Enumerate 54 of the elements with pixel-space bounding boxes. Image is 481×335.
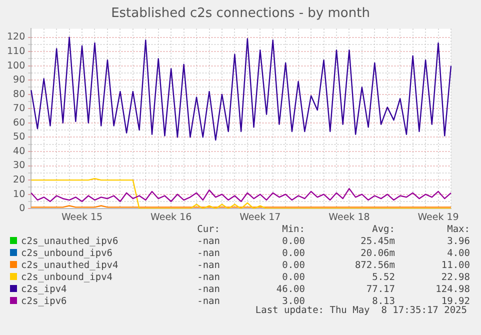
x-tick-label: Week 16 [150,212,192,223]
legend-label: c2s_unbound_ipv4 [20,272,114,284]
text: 4.00 [446,248,470,260]
text: 25.45m [360,236,395,248]
y-tick-label: 10 [13,188,26,200]
y-tick-label: 60 [13,117,26,128]
x-tick-label: Week 15 [61,212,103,223]
text: 0.00 [281,260,305,272]
text: -nan [196,248,220,260]
text: -nan [196,236,220,248]
y-tick-label: 90 [13,74,26,86]
text: -nan [196,296,220,308]
text: -nan [196,284,220,296]
text: Min: [281,224,305,236]
y-tick-label: 120 [6,32,26,43]
y-tick-label: 70 [13,103,26,114]
x-tick-label: Week 17 [240,212,281,223]
y-tick-label: 80 [13,88,26,100]
legend-label: c2s_ipv6 [20,296,68,308]
text: Last update: Thu May 8 17:35:17 2025 [255,305,467,316]
text: 124.98 [434,284,470,296]
text: 0.00 [281,236,305,248]
x-tick-label: Week 18 [328,212,370,223]
y-tick-label: 0 [19,203,26,214]
legend-label: c2s_ipv4 [20,284,68,296]
legend-label: c2s_unbound_ipv6 [20,248,114,260]
text: 19.92 [440,296,470,307]
text: 11.00 [440,260,470,272]
text: 46.00 [275,284,305,296]
y-tick-label: 30 [13,160,26,172]
text: Max: [446,224,470,236]
text: 8.13 [371,296,395,307]
chart-title: Established c2s connections - by month [110,6,371,21]
y-tick-label: 50 [13,132,26,143]
text: 3.00 [281,296,305,307]
y-tick-label: 20 [13,174,26,186]
text: 5.52 [371,272,395,284]
text: -nan [196,272,220,284]
text: 3.96 [446,236,470,248]
text: 20.06m [360,248,395,260]
text: -nan [196,260,220,272]
legend-label: c2s_unauthed_ipv6 [20,236,120,248]
legend-label: c2s_unauthed_ipv4 [20,260,120,272]
y-tick-label: 40 [13,146,26,157]
text: Avg: [371,224,395,236]
text: 0.00 [281,272,305,284]
y-tick-label: 100 [6,60,26,72]
text: 22.98 [440,272,470,284]
text: 77.17 [365,284,395,296]
text: Cur: [196,224,220,236]
text: 0.00 [281,248,305,260]
y-tick-label: 110 [6,46,26,58]
text: 872.56m [354,260,395,272]
x-tick-label: Week 19 [418,212,459,223]
